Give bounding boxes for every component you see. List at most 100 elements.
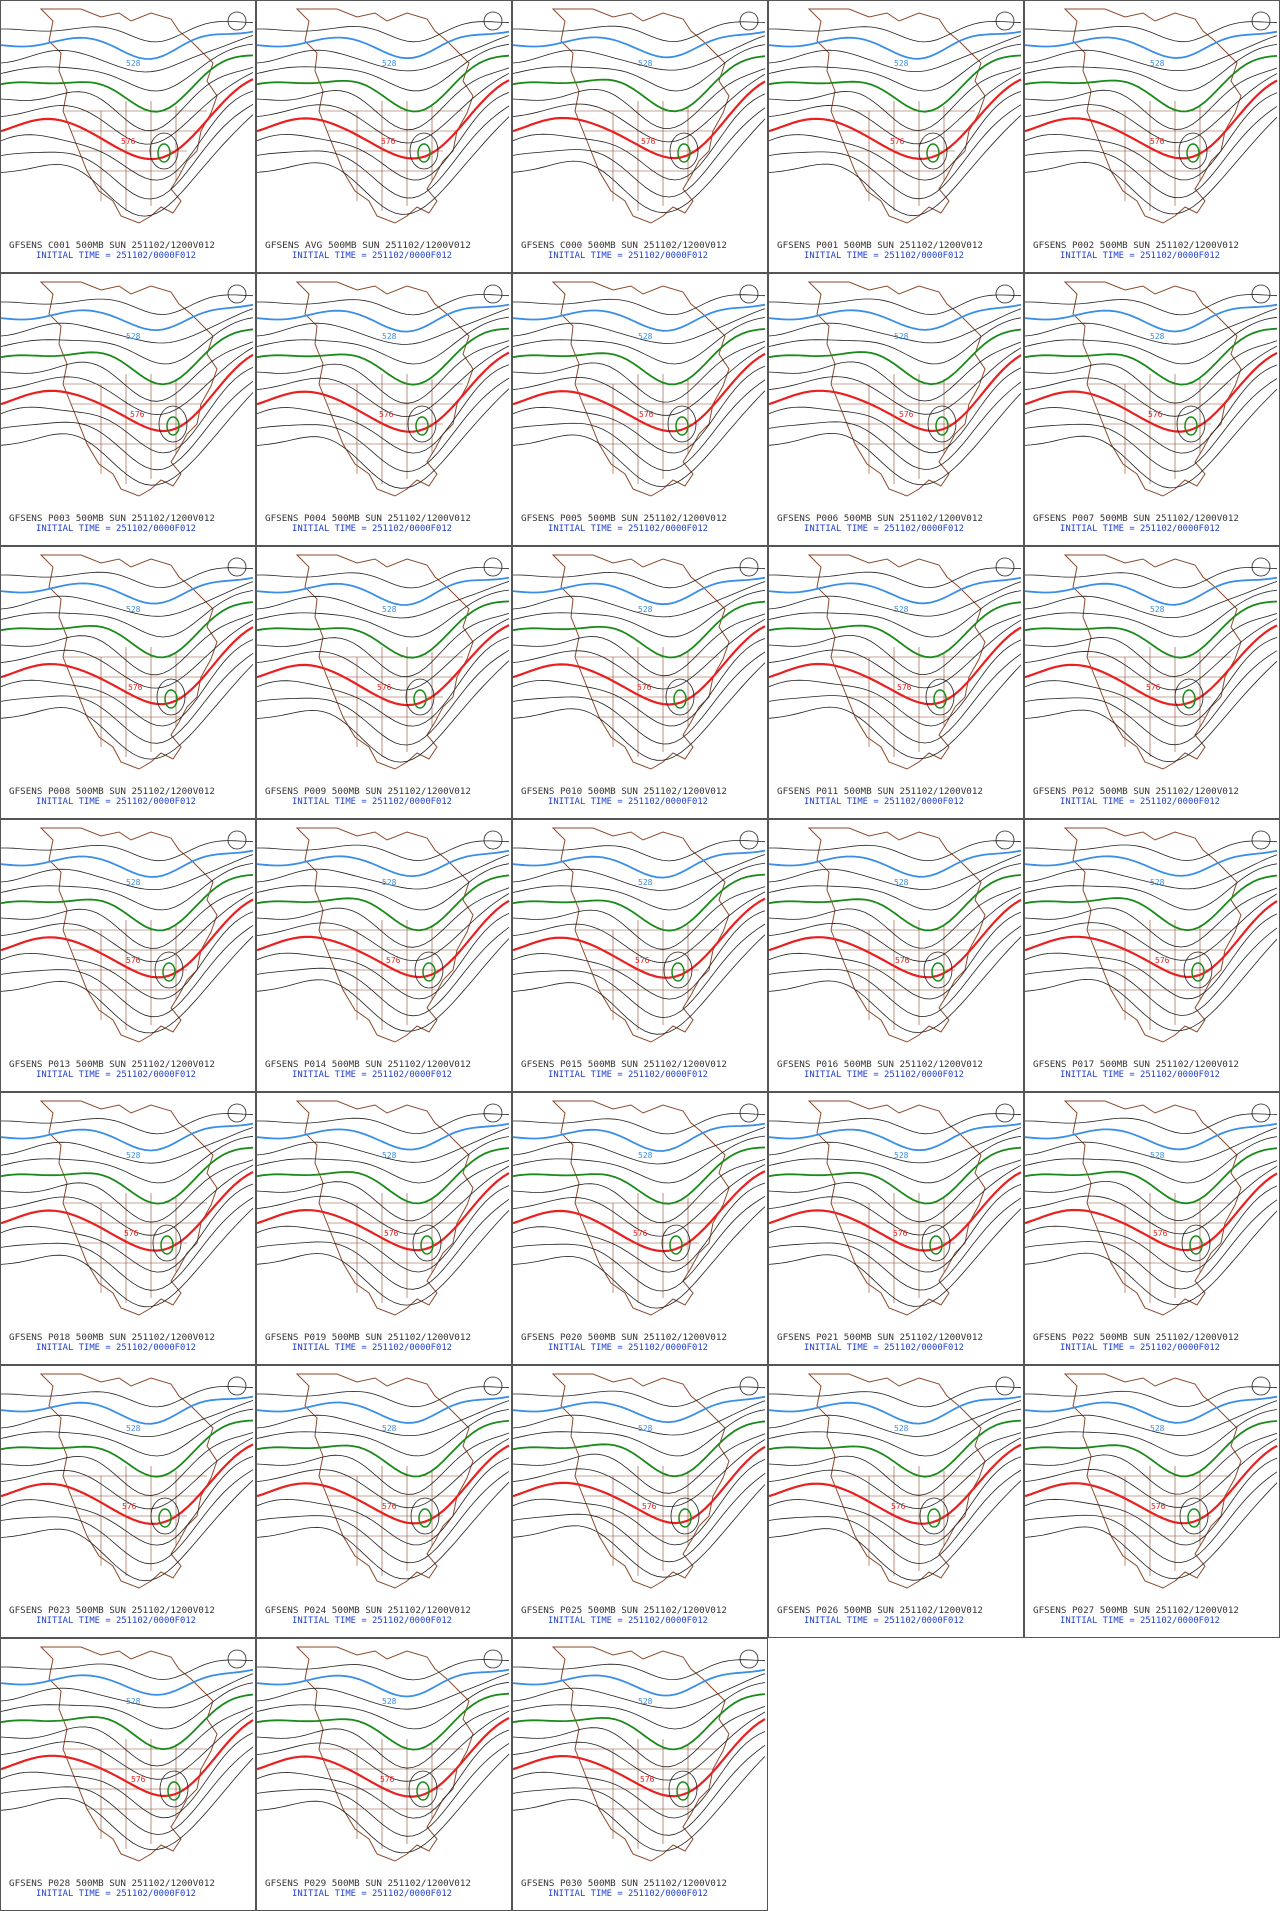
contour: [257, 340, 510, 404]
high-ring: [739, 1649, 759, 1669]
contour: [1, 114, 254, 217]
panel-title: GFSENS P019 500MB SUN 251102/1200V012: [265, 1333, 471, 1343]
contour: [1, 576, 254, 605]
contour: [1, 367, 254, 454]
contour-label: 528: [1150, 332, 1165, 341]
low-ring: [668, 1770, 698, 1808]
contour: [513, 1170, 766, 1253]
coastline: [39, 827, 218, 1043]
contour: [1025, 618, 1278, 691]
contour: [1025, 303, 1278, 333]
contour-label: 576: [131, 1775, 146, 1784]
contour: [1, 614, 254, 676]
contour: [769, 1184, 1022, 1273]
initial-time: INITIAL TIME = 251102/0000F012: [292, 797, 452, 807]
map: 528 576 GFSENS C001 500MB SUN 251102/1200V…: [1, 8, 254, 261]
panel-title: GFSENS P006 500MB SUN 251102/1200V012: [777, 514, 983, 524]
map: 528 576 GFSENS AVG 500MB SUN 251102/1200V0…: [257, 8, 510, 261]
contour: [1, 1456, 254, 1546]
map: 528 576 GFSENS P017 500MB SUN 251102/1200V…: [1025, 827, 1278, 1080]
state-borders: [575, 374, 719, 484]
contour: [1, 1170, 254, 1252]
contour: [1, 892, 254, 963]
low-center: [158, 1508, 172, 1528]
contour: [769, 317, 1022, 365]
contour: [1025, 887, 1278, 948]
high-ring: [483, 1103, 503, 1123]
contour: [1, 1659, 254, 1680]
low-center: [675, 416, 689, 436]
contour: [769, 614, 1022, 676]
contour: [513, 1668, 766, 1697]
contour: [1, 303, 254, 332]
contour: [1, 1712, 254, 1780]
low-center: [1186, 143, 1200, 163]
state-borders: [63, 374, 207, 484]
contour: [513, 294, 766, 315]
contour: [257, 926, 510, 1017]
contour: [513, 891, 766, 964]
contour-label: 528: [638, 332, 653, 341]
contour: [1025, 67, 1278, 130]
state-borders: [319, 647, 463, 757]
contour: [769, 43, 1022, 92]
contour: [1025, 624, 1278, 707]
contour-label: 576: [891, 1502, 906, 1511]
panel-title: GFSENS P016 500MB SUN 251102/1200V012: [777, 1060, 983, 1070]
low-center: [933, 689, 947, 709]
contour-label: 528: [638, 1697, 653, 1706]
contour: [513, 1693, 766, 1751]
contour: [1025, 938, 1278, 1032]
contour: [257, 612, 510, 678]
coastline: [295, 1100, 474, 1316]
contour: [513, 379, 766, 471]
contour: [513, 317, 766, 365]
panel-title: GFSENS P004 500MB SUN 251102/1200V012: [265, 514, 471, 524]
panel-title: GFSENS P022 500MB SUN 251102/1200V012: [1033, 1333, 1239, 1343]
contour: [769, 1146, 1022, 1205]
contour: [257, 938, 510, 1032]
contour: [513, 618, 766, 690]
initial-time: INITIAL TIME = 251102/0000F012: [548, 797, 708, 807]
contour: [1, 317, 254, 365]
contour: [1, 1673, 254, 1709]
contour: [513, 1395, 766, 1424]
panel-title: GFSENS P001 500MB SUN 251102/1200V012: [777, 241, 983, 251]
contour-label: 576: [640, 1775, 655, 1784]
contour: [1025, 327, 1278, 386]
high-ring: [483, 11, 503, 31]
low-ring: [663, 951, 693, 989]
contour: [769, 1135, 1022, 1184]
contour: [513, 1756, 766, 1852]
map-panel: 528 576 GFSENS P016 500MB SUN 251102/1200V…: [768, 819, 1024, 1092]
contour: [1, 626, 254, 706]
low-center: [935, 416, 949, 436]
contour: [257, 79, 510, 160]
low-ring: [921, 1224, 951, 1262]
initial-time: INITIAL TIME = 251102/0000F012: [36, 1070, 196, 1080]
map: 528 576 GFSENS P001 500MB SUN 251102/1200V…: [769, 8, 1022, 261]
contour-label: 528: [894, 332, 909, 341]
contour: [257, 576, 510, 606]
contour-label: 528: [638, 1424, 653, 1433]
contour-label: 576: [379, 410, 394, 419]
contour: [1, 581, 254, 617]
contour: [257, 92, 510, 181]
contour: [1, 1437, 254, 1510]
panel-title: GFSENS P021 500MB SUN 251102/1200V012: [777, 1333, 983, 1343]
contour: [513, 910, 766, 1000]
contour-label: 576: [122, 1502, 137, 1511]
contour: [1025, 1457, 1278, 1546]
contour: [513, 1182, 766, 1273]
low-ring: [158, 405, 188, 443]
contour: [513, 862, 766, 911]
initial-time: INITIAL TIME = 251102/0000F012: [804, 1616, 964, 1626]
contour: [1, 849, 254, 878]
coastline: [807, 827, 986, 1043]
contour: [769, 35, 1022, 72]
contour: [1, 21, 254, 43]
contour: [257, 72, 510, 144]
contour: [513, 346, 766, 416]
low-center: [929, 1235, 943, 1255]
map: 528 576 GFSENS P002 500MB SUN 251102/1200V…: [1025, 8, 1278, 261]
